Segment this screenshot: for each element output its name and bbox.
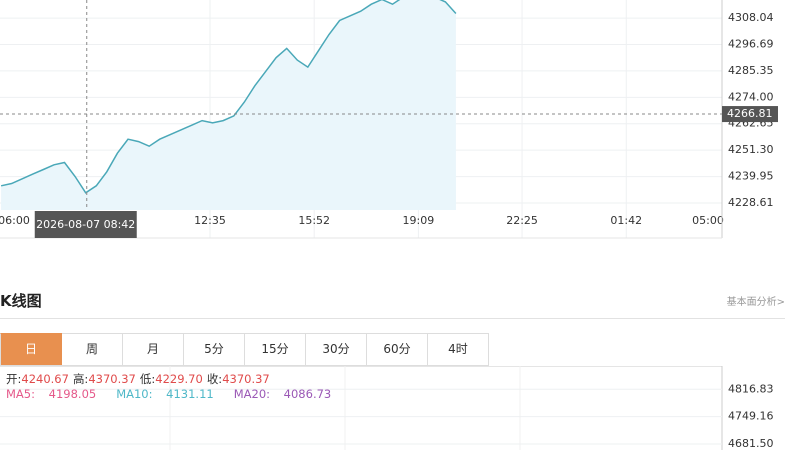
ma-value: 4198.05 xyxy=(48,387,97,401)
ma-line: MA5: 4198.05 MA10: 4131.11 MA20: 4086.73 xyxy=(6,387,351,402)
section-title: K线图 xyxy=(0,292,42,310)
fundamental-link[interactable]: 基本面分析> xyxy=(726,297,785,308)
x-tick-label: 01:42 xyxy=(610,214,642,227)
ma-item: MA5: 4198.05 xyxy=(6,387,106,401)
crosshair-x-label-box xyxy=(34,211,137,238)
x-tick-label: 19:09 xyxy=(403,214,435,227)
period-tab[interactable]: 30分 xyxy=(306,333,367,365)
price-line xyxy=(0,0,457,194)
y-tick-label: 4296.69 xyxy=(728,37,774,50)
y-tick-label: 4816.83 xyxy=(728,382,774,395)
ohlc-label: 开: xyxy=(6,372,22,386)
separator xyxy=(0,318,785,319)
ma-value: 4131.11 xyxy=(166,387,214,401)
period-tab[interactable]: 5分 xyxy=(184,333,245,365)
ma-item: MA20: 4086.73 xyxy=(234,387,342,401)
crosshair-y-label: 4266.81 xyxy=(727,107,773,120)
x-tick-label: 06:00 xyxy=(0,214,30,227)
ohlc-value: 4240.67 xyxy=(21,372,69,386)
period-tab[interactable]: 60分 xyxy=(367,333,428,365)
ma-label: MA10: xyxy=(116,387,153,401)
ohlc-line: 开:4240.67 高:4370.37 低:4229.70 收:4370.37 xyxy=(6,372,351,387)
ohlc-label: 低: xyxy=(139,372,156,386)
ma-label: MA5: xyxy=(6,387,35,401)
ma-item: MA10: 4131.11 xyxy=(116,387,224,401)
y-tick-label: 4308.04 xyxy=(728,11,774,24)
x-tick-label: 12:35 xyxy=(194,214,226,227)
x-tick-label: 05:00 xyxy=(692,214,724,227)
y-tick-label: 4681.50 xyxy=(728,437,774,450)
period-tabs: 日周月 5分 15分 30分 60分 4时 xyxy=(0,333,489,366)
period-tab[interactable]: 15分 xyxy=(245,333,306,365)
x-tick-label: 22:25 xyxy=(506,214,538,227)
crosshair-x-label: 2026-08-07 08:42 xyxy=(36,218,135,231)
ma-label: MA20: xyxy=(233,387,271,401)
ohlc-value: 4370.37 xyxy=(88,372,136,386)
price-area xyxy=(1,0,456,210)
y-tick-label: 4251.30 xyxy=(728,143,774,156)
ohlc-value: 4370.37 xyxy=(222,372,270,386)
kline-chart: 4816.83 4749.16 4681.50 xyxy=(0,366,774,450)
y-tick-label: 4239.95 xyxy=(728,170,774,183)
y-tick-label: 4228.61 xyxy=(728,196,774,209)
period-tab[interactable]: 4时 xyxy=(428,333,489,365)
ohlc-label: 收: xyxy=(206,372,223,386)
y-tick-label: 4274.00 xyxy=(728,90,774,103)
period-tab[interactable]: 日 xyxy=(0,333,62,365)
y-tick-label: 4749.16 xyxy=(728,410,774,423)
kline-info: 开:4240.67 高:4370.37 低:4229.70 收:4370.37 MA5… xyxy=(6,372,351,402)
period-tab[interactable]: 周 xyxy=(62,333,123,365)
ohlc-value: 4229.70 xyxy=(155,372,203,386)
crosshair-y-label-box xyxy=(722,106,778,123)
period-tab[interactable]: 月 xyxy=(123,333,184,365)
intraday-chart: 4308.044296.694285.354274.004262.654251.… xyxy=(0,0,778,239)
ma-value: 4086.73 xyxy=(283,387,332,401)
x-tick-label: 15:52 xyxy=(298,214,330,227)
y-tick-label: 4285.35 xyxy=(728,64,774,77)
ohlc-label: 高: xyxy=(72,372,89,386)
